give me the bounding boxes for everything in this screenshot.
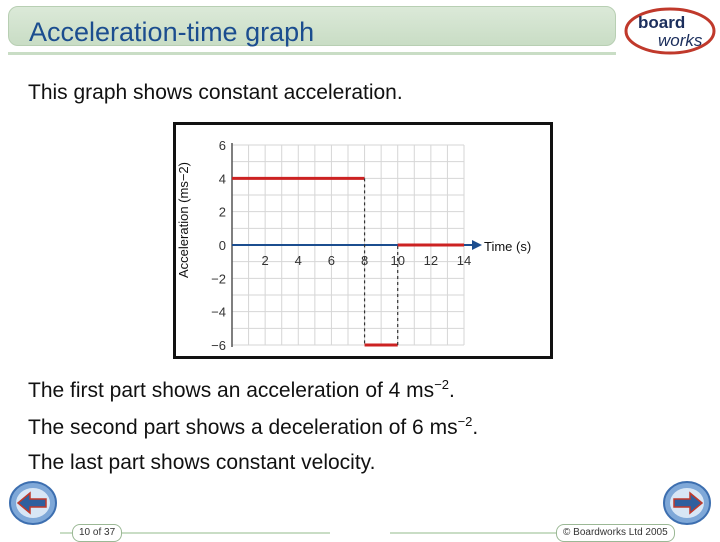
x-tick-label: 10 <box>390 253 404 268</box>
acceleration-time-chart: 6 4 2 0 −2 −4 −6 2 4 6 8 10 12 14 Time (s) Acceleration… <box>176 138 531 353</box>
x-tick-label: 12 <box>424 253 438 268</box>
y-tick-label: −6 <box>211 338 226 353</box>
footer-divider-right <box>390 532 660 534</box>
description-line-3: The last part shows constant velocity. <box>28 451 376 474</box>
description-line-2-text: The second part shows a deceleration of … <box>28 416 458 439</box>
description-line-1-end: . <box>449 379 455 402</box>
intro-text: This graph shows constant acceleration. <box>28 81 403 104</box>
y-tick-label: 0 <box>219 238 226 253</box>
y-tick-label: 2 <box>219 205 226 220</box>
page-number: 10 of 37 <box>72 524 123 542</box>
title-banner: Acceleration-time graph <box>8 6 616 47</box>
y-tick-label: 4 <box>219 171 226 186</box>
unit-superscript-2: −2 <box>457 414 473 429</box>
y-tick-label: 6 <box>219 138 226 153</box>
logo-line2: works <box>658 31 703 50</box>
footer-divider-left <box>60 532 330 534</box>
boardworks-logo: board works <box>624 7 716 55</box>
description-line-2-end: . <box>472 416 479 439</box>
x-tick-label: 6 <box>328 253 335 268</box>
page-title: Acceleration-time graph <box>29 17 315 47</box>
y-tick-label: −2 <box>211 271 226 286</box>
next-slide-button[interactable] <box>662 480 712 526</box>
header: Acceleration-time graph <box>0 0 720 58</box>
unit-superscript-1: −2 <box>434 377 450 392</box>
x-tick-label: 2 <box>262 253 269 268</box>
description-line-1: The first part shows an acceleration of … <box>28 377 455 403</box>
header-divider <box>8 52 616 55</box>
previous-slide-button[interactable] <box>8 480 58 526</box>
x-axis-arrow-icon <box>472 240 482 250</box>
logo-line1: board <box>638 13 685 32</box>
copyright-notice: © Boardworks Ltd 2005 <box>556 524 675 542</box>
x-tick-label: 4 <box>295 253 302 268</box>
x-axis-label: Time (s) <box>484 239 531 254</box>
x-tick-label: 14 <box>457 253 471 268</box>
description-line-1-text: The first part shows an acceleration of … <box>28 379 435 402</box>
arrow-left-icon <box>16 491 47 515</box>
description-line-2: The second part shows a deceleration of … <box>28 414 478 440</box>
arrow-right-icon <box>673 491 704 515</box>
y-tick-label: −4 <box>211 305 226 320</box>
x-tick-label: 8 <box>361 253 368 268</box>
y-axis-label: Acceleration (ms−2) <box>176 162 191 278</box>
